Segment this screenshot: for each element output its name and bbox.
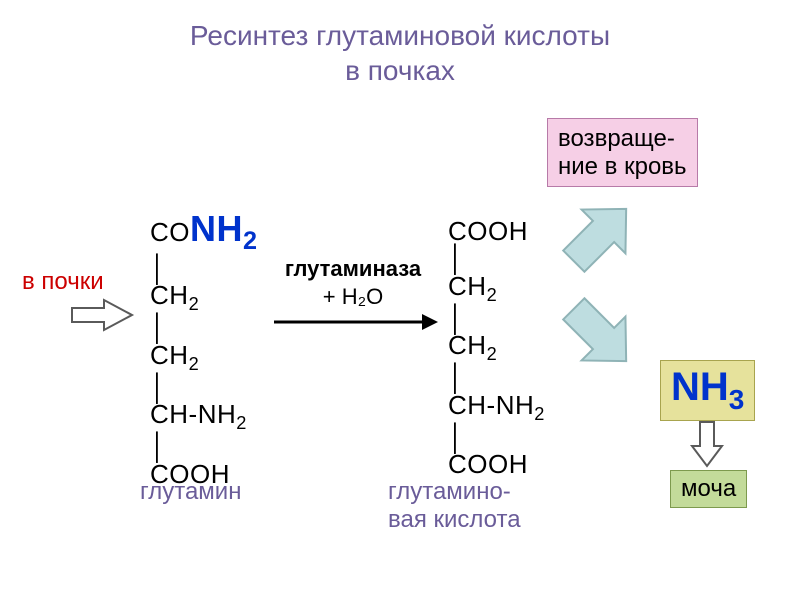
box-return-line2: ние в кровь [558,153,687,180]
caption-glutamic-acid: глутамино- вая кислота [388,478,521,533]
f-left-l1sub: 2 [243,227,258,255]
arrow-to-urine-icon [690,420,724,470]
f-left-l2: CH [150,280,189,310]
f-left-l3s: 2 [189,354,200,374]
f-left-l2s: 2 [189,294,200,314]
f-left-l1b: NH [190,208,243,249]
f-right-l2: CH [448,271,487,301]
f-left-l4s: 2 [236,413,247,433]
f-right-l2s: 2 [487,285,498,305]
arrow-to-nh3-icon [555,290,645,380]
label-to-kidneys-text: в почки [22,268,104,295]
title-line-2: в почках [345,55,455,86]
water-label: + H₂O [278,284,428,310]
enzyme-label: глутаминаза [278,256,428,282]
page-title: Ресинтез глутаминовой кислоты в почках [0,18,800,88]
nh3-box: NH3 [660,360,755,421]
box-return-to-blood: возвраще- ние в кровь [547,118,698,187]
f-left-l3: CH [150,340,189,370]
f-right-l4s: 2 [534,404,545,424]
caption-ga-l2: вая кислота [388,506,521,533]
f-right-l1: COOH [448,218,545,245]
water-text: + H₂O [323,284,384,309]
label-to-kidneys: в почки [22,268,104,296]
arrow-into-kidneys-icon [70,298,140,332]
box-urine: моча [670,470,747,508]
nh3-sub: 3 [729,384,745,415]
nh3-text: NH [671,365,729,409]
reaction-arrow-icon [272,310,440,334]
f-right-l4: CH-NH [448,390,534,420]
formula-glutamine: CONH2 │ CH2 │ CH2 │ CH-NH2 │ COOH [150,210,258,488]
formula-glutamic-acid: COOH │ CH2 │ CH2 │ CH-NH2 │ COOH [448,218,545,479]
f-left-l4: CH-NH [150,399,236,429]
title-line-1: Ресинтез глутаминовой кислоты [190,20,610,51]
caption-glutamine: глутамин [140,478,241,506]
caption-glutamine-text: глутамин [140,478,241,505]
f-right-l5: COOH [448,451,545,478]
arrow-to-blood-icon [555,190,645,280]
urine-text: моча [681,475,736,502]
f-right-l3s: 2 [487,344,498,364]
f-right-l3: CH [448,330,487,360]
f-left-l1a: CO [150,217,190,247]
box-return-line1: возвраще- [558,125,675,152]
caption-ga-l1: глутамино- [388,478,511,505]
enzyme-text: глутаминаза [285,256,421,281]
